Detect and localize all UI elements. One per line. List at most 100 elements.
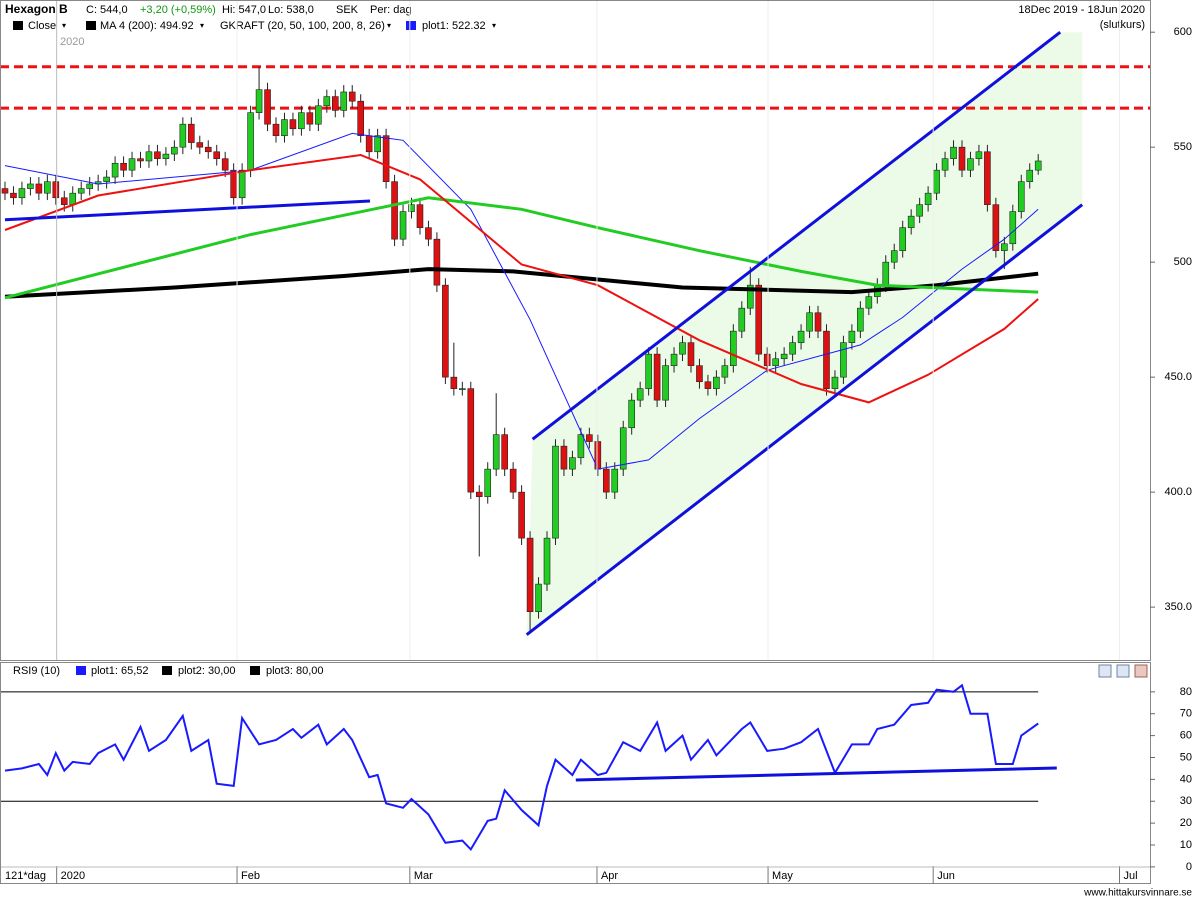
candle-body: [780, 353, 788, 360]
y-tick-label: 0: [1186, 861, 1192, 873]
candle-body: [196, 142, 204, 148]
candle-body: [755, 284, 763, 355]
info: SEK: [336, 4, 359, 16]
candle-body: [840, 342, 847, 378]
series-line: [4, 153, 1039, 404]
main-frame: [0, 0, 1151, 661]
candle-body: [442, 284, 449, 378]
candle-body: [416, 204, 424, 228]
rsi-title: RSI9 (10): [13, 665, 60, 677]
candle-body: [306, 112, 314, 125]
x-tick-label: Apr: [601, 870, 618, 882]
legend-label[interactable]: plot1: 522.32: [422, 20, 486, 32]
candle-body: [382, 135, 390, 182]
year-label: 2020: [60, 36, 84, 48]
candle-body: [86, 183, 93, 189]
candle-body: [602, 468, 610, 493]
y-tick-label: 450.0: [1164, 371, 1192, 383]
candle-body: [374, 135, 381, 153]
dropdown[interactable]: ▾: [62, 21, 66, 30]
candle-body: [907, 215, 915, 228]
legend-label[interactable]: Close: [28, 20, 56, 32]
legend-label[interactable]: plot1: 65,52: [91, 665, 149, 677]
series-line: [575, 766, 1057, 782]
x-tick-label: Jul: [1124, 870, 1138, 882]
candle-body: [103, 176, 110, 182]
candle-body: [315, 105, 322, 125]
candle-body: [111, 162, 119, 178]
candle-body: [933, 169, 940, 194]
candle-body: [1, 188, 9, 194]
candle-body: [323, 96, 331, 107]
candle-body: [831, 376, 839, 389]
dropdown[interactable]: ▾: [387, 21, 391, 30]
panel-button[interactable]: [1098, 664, 1112, 678]
info: C: 544,0: [86, 4, 128, 16]
candle-body: [433, 238, 441, 286]
candle-body: [298, 112, 305, 130]
y-tick-label: 80: [1180, 686, 1192, 698]
candle-body: [289, 119, 297, 130]
info: Lo: 538,0: [268, 4, 314, 16]
candle-body: [586, 434, 593, 442]
candle-body: [543, 537, 551, 585]
candle-body: [670, 353, 678, 366]
legend-label[interactable]: GKRAFT (20, 50, 100, 200, 8, 26): [220, 20, 385, 32]
chart-title: Hexagon B: [5, 2, 68, 16]
candle-body: [645, 353, 652, 389]
candle-body: [171, 146, 178, 155]
header-bg: [1, 1, 1150, 18]
candle-body: [238, 169, 246, 199]
candle-body: [247, 112, 254, 171]
y-tick-label: 20: [1180, 817, 1192, 829]
candle-body: [1017, 181, 1025, 212]
x-tick-label: 2020: [61, 870, 85, 882]
dropdown[interactable]: ▾: [200, 21, 204, 30]
candle-body: [526, 537, 534, 613]
y-tick-label: 30: [1180, 795, 1192, 807]
price-note: (slutkurs): [1100, 19, 1145, 31]
candle-body: [569, 457, 576, 470]
watermark: www.hittakursvinnare.se: [1083, 888, 1192, 899]
candle-body: [60, 197, 68, 205]
candle-body: [484, 468, 492, 498]
candle-body: [162, 153, 170, 159]
legend-swatch: [162, 666, 172, 675]
dropdown[interactable]: ▾: [492, 21, 496, 30]
candle-body: [730, 330, 737, 366]
candle-body: [1034, 160, 1042, 171]
y-tick-label: 600: [1174, 26, 1192, 38]
candle-body: [814, 312, 822, 332]
panel-close[interactable]: [1134, 664, 1148, 678]
date-range: 18Dec 2019 - 18Jun 2020: [1018, 4, 1145, 16]
series-line: [531, 31, 1062, 441]
rsi-plot: [1, 683, 1057, 852]
candle-body: [560, 445, 568, 470]
candle-body: [501, 434, 508, 470]
candle-body: [44, 181, 51, 194]
x-tick-label: Jun: [937, 870, 955, 882]
candle-body: [492, 434, 500, 470]
candle-body: [450, 376, 458, 389]
candle-body: [459, 388, 466, 390]
y-tick-label: 350.0: [1164, 601, 1192, 613]
candle-body: [713, 376, 720, 389]
series-line: [525, 203, 1084, 636]
candle-body: [950, 146, 957, 159]
legend-label[interactable]: plot2: 30,00: [178, 665, 236, 677]
candle-body: [137, 158, 144, 162]
y-tick-label: 400.0: [1164, 486, 1192, 498]
legend-swatch: [76, 666, 86, 675]
candle-body: [35, 183, 43, 194]
candle-body: [628, 399, 635, 429]
legend-label[interactable]: MA 4 (200): 494.92: [100, 20, 194, 32]
info: Per: dag: [370, 4, 412, 16]
candle-body: [899, 227, 907, 251]
candle-body: [188, 123, 195, 143]
legend-label[interactable]: plot3: 80,00: [266, 665, 324, 677]
candle-body: [467, 388, 475, 493]
panel-button[interactable]: [1116, 664, 1130, 678]
candle-body: [154, 151, 161, 159]
